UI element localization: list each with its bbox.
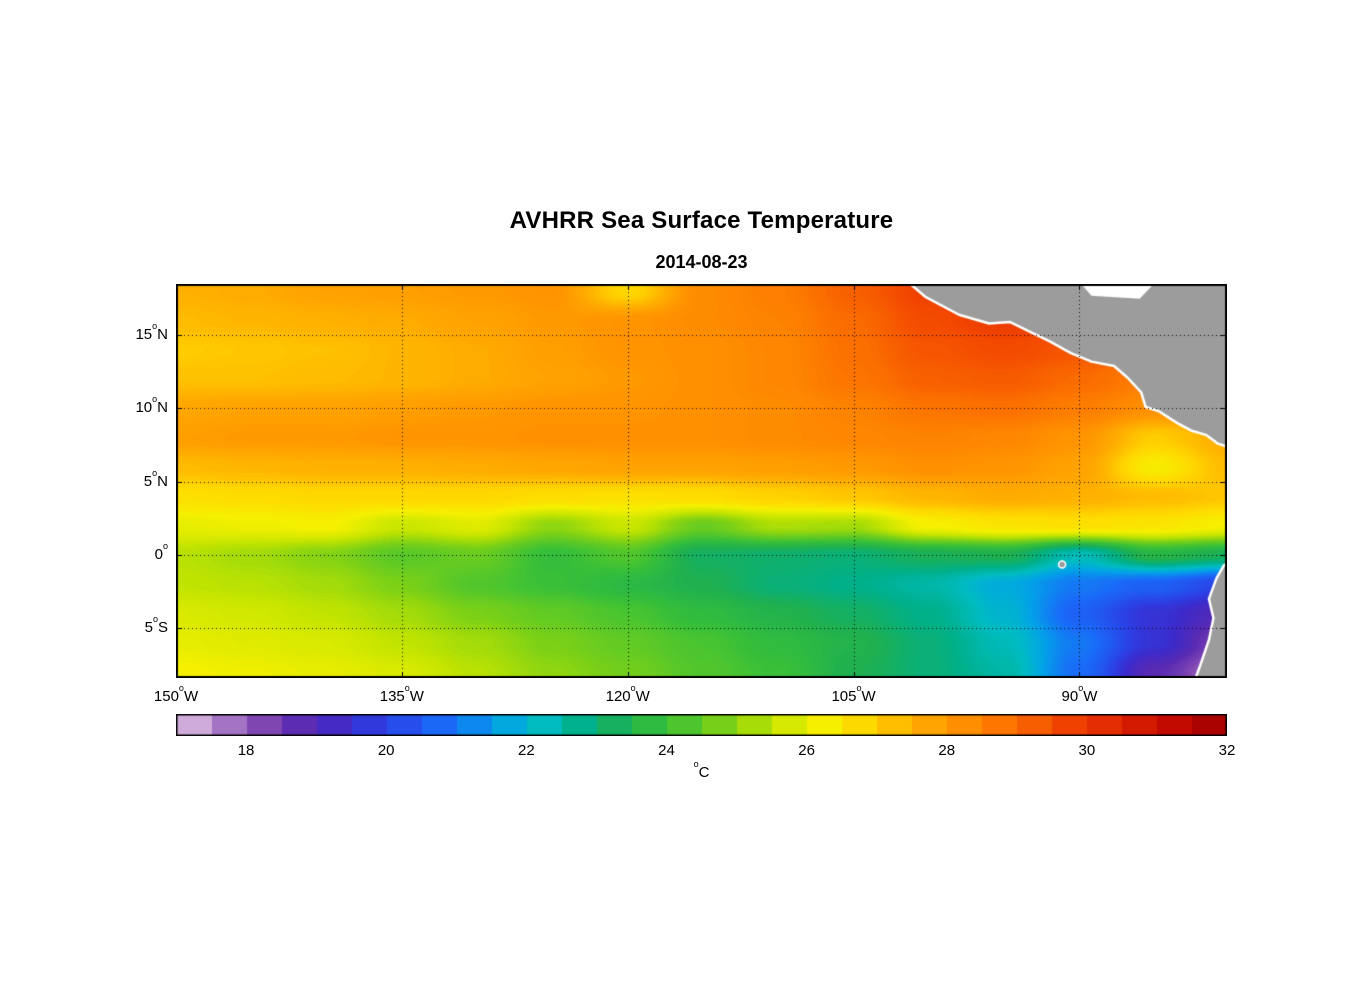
x-tick-label: 135oW [379,682,424,705]
degree-symbol: o [162,540,168,551]
colorbar-tick-label: 30 [1078,742,1096,759]
degree-symbol: o [404,682,410,693]
degree-symbol: o [152,394,158,405]
sst-heatmap-canvas [176,284,1227,678]
y-tick-label: 0o [154,540,168,563]
colorbar-tick-label: 18 [237,742,255,759]
y-tick-label: 10oN [135,394,168,417]
x-tick-label: 150oW [153,682,199,705]
degree-symbol: o [1078,682,1084,693]
degree-symbol: o [152,467,158,478]
degree-symbol: o [178,682,184,693]
x-tick-label: 105oW [831,682,876,705]
degree-symbol: o [693,758,699,769]
colorbar-tick-label: 24 [658,742,675,759]
chart-date-subtitle: 2014-08-23 [655,252,748,272]
y-tick-label: 5oS [144,614,168,637]
colorbar-tick-label: 32 [1218,742,1236,759]
colorbar-tick-label: 26 [798,742,815,759]
y-tick-label: 5oN [143,467,168,490]
x-tick-label: 120oW [605,682,650,705]
colorbar-unit-label: oC [693,758,710,781]
colorbar-tick-label: 22 [517,742,535,759]
y-tick-label: 15oN [135,321,168,344]
colorbar-tick-label: 28 [938,742,956,759]
x-tick-label: 90oW [1061,682,1098,705]
colorbar [176,714,1227,736]
chart-title: AVHRR Sea Surface Temperature [509,207,894,234]
degree-symbol: o [152,614,158,625]
degree-symbol: o [856,682,862,693]
colorbar-tick-label: 20 [377,742,395,759]
degree-symbol: o [152,321,158,332]
degree-symbol: o [630,682,636,693]
